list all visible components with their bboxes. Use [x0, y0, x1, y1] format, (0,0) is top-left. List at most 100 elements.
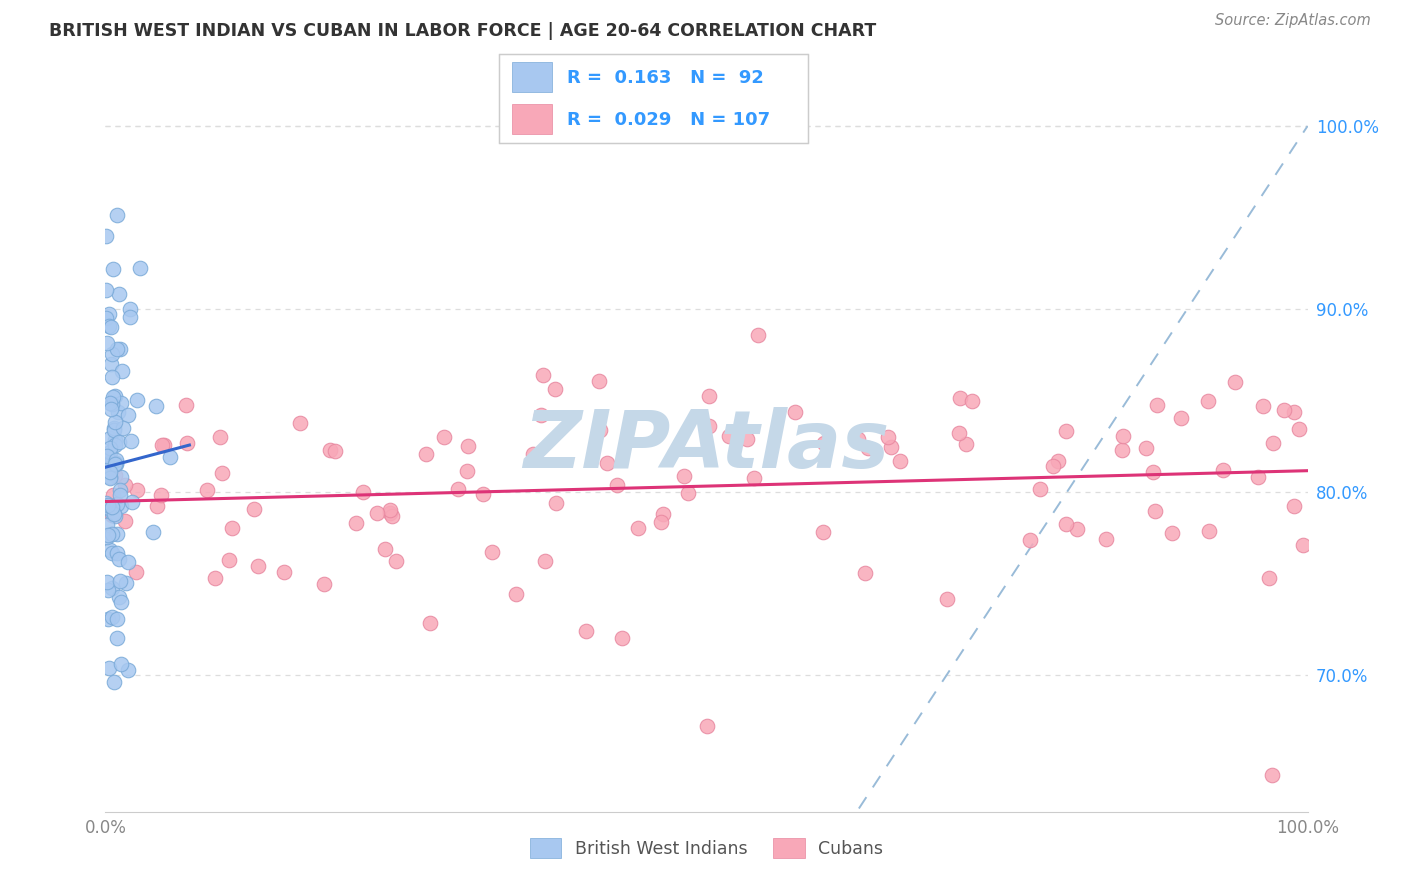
Point	[125, 483, 148, 498]
Point	[100, 455, 122, 469]
Point	[125, 565, 148, 579]
Point	[378, 506, 401, 520]
Point	[785, 405, 807, 419]
Point	[366, 507, 388, 521]
Point	[531, 368, 554, 383]
Point	[1066, 522, 1088, 536]
Point	[103, 675, 125, 690]
Point	[103, 424, 125, 438]
Point	[606, 478, 628, 492]
Point	[105, 457, 128, 471]
Point	[105, 526, 128, 541]
Point	[1288, 422, 1310, 436]
Point	[96, 450, 118, 464]
Point	[100, 396, 122, 410]
Point	[108, 591, 131, 605]
Point	[651, 508, 673, 522]
Point	[96, 310, 118, 325]
Point	[96, 336, 118, 351]
Point	[1247, 469, 1270, 483]
Text: ZIPAtlas: ZIPAtlas	[523, 407, 890, 485]
Point	[243, 502, 266, 516]
Point	[101, 488, 124, 502]
Point	[104, 468, 127, 483]
Point	[101, 347, 124, 361]
Point	[105, 497, 128, 511]
Point	[588, 374, 610, 388]
Point	[103, 390, 125, 404]
Point	[97, 499, 120, 513]
Point	[935, 592, 957, 607]
Point	[596, 456, 619, 470]
Point	[1212, 463, 1234, 477]
Point	[117, 555, 139, 569]
Point	[105, 342, 128, 356]
Point	[1111, 443, 1133, 458]
Point	[96, 496, 118, 510]
Point	[419, 616, 441, 631]
Point	[120, 310, 142, 325]
Point	[104, 438, 127, 452]
Point	[101, 508, 124, 523]
Point	[108, 574, 131, 588]
Point	[811, 525, 834, 540]
Point	[94, 283, 117, 297]
Point	[1042, 458, 1064, 473]
Point	[110, 595, 132, 609]
Point	[98, 542, 121, 557]
Point	[718, 429, 741, 443]
Point	[955, 437, 977, 451]
Point	[96, 575, 118, 590]
Point	[319, 442, 342, 457]
Point	[1261, 435, 1284, 450]
Point	[522, 447, 544, 461]
Point	[153, 438, 176, 452]
Point	[105, 209, 128, 223]
Point	[962, 394, 984, 409]
Bar	[512, 104, 551, 134]
Point	[1170, 411, 1192, 425]
Text: BRITISH WEST INDIAN VS CUBAN IN LABOR FORCE | AGE 20-64 CORRELATION CHART: BRITISH WEST INDIAN VS CUBAN IN LABOR FO…	[49, 22, 876, 40]
Point	[534, 554, 557, 568]
Point	[813, 436, 835, 450]
Point	[197, 483, 219, 497]
Point	[104, 415, 127, 429]
Point	[107, 405, 129, 419]
Point	[103, 421, 125, 435]
Point	[456, 464, 478, 478]
Point	[101, 546, 124, 560]
Point	[103, 433, 125, 447]
Point	[100, 506, 122, 520]
Point	[381, 509, 404, 524]
Point	[1054, 517, 1077, 532]
Point	[1198, 524, 1220, 538]
Point	[101, 370, 124, 384]
Point	[672, 469, 695, 483]
Point	[103, 507, 125, 521]
Point	[117, 409, 139, 423]
Point	[121, 434, 143, 448]
Point	[323, 444, 346, 458]
Point	[174, 398, 197, 412]
Point	[98, 441, 121, 455]
Point	[146, 499, 169, 513]
Point	[98, 461, 121, 475]
Point	[221, 520, 243, 534]
Point	[352, 485, 374, 500]
Point	[432, 430, 454, 444]
Point	[107, 631, 129, 645]
Point	[114, 514, 136, 528]
Point	[101, 397, 124, 411]
Point	[876, 430, 898, 444]
Point	[105, 611, 128, 625]
Point	[678, 485, 700, 500]
Legend: British West Indians, Cubans: British West Indians, Cubans	[523, 831, 890, 865]
Point	[1095, 532, 1118, 546]
Point	[104, 389, 127, 403]
Point	[747, 328, 769, 343]
Point	[110, 500, 132, 514]
Point	[880, 440, 903, 454]
Point	[697, 418, 720, 433]
Point	[1225, 375, 1247, 389]
Point	[121, 495, 143, 509]
